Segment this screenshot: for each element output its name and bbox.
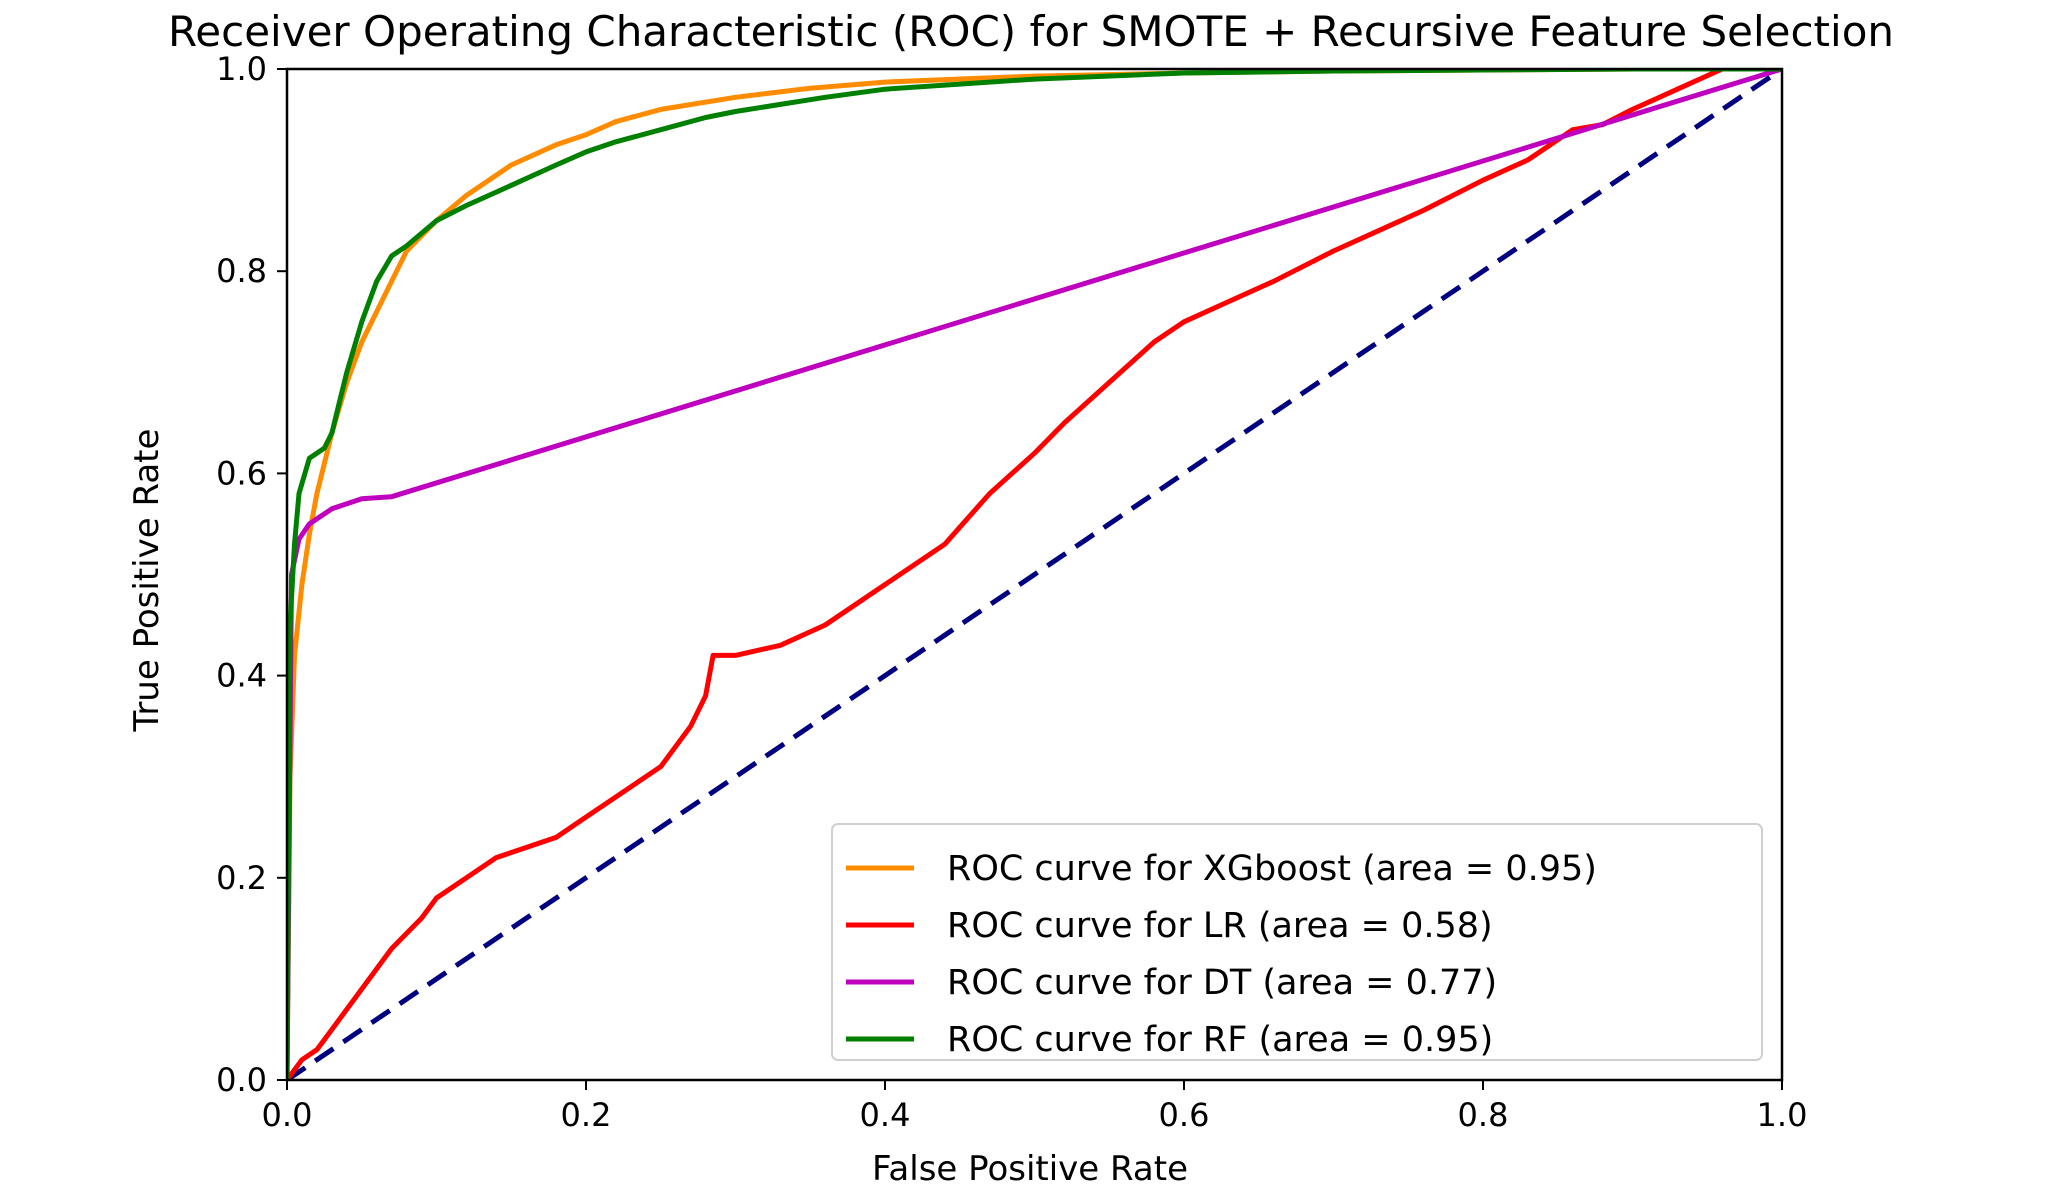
legend-entry-label: ROC curve for LR (area = 0.58) bbox=[947, 906, 1493, 946]
y-tick-label: 0.8 bbox=[216, 252, 267, 290]
x-tick-label: 0.4 bbox=[860, 1096, 911, 1134]
y-tick-label: 0.6 bbox=[216, 454, 267, 492]
y-axis-ticks: 0.0 0.2 0.4 0.6 0.8 1.0 bbox=[216, 50, 287, 1099]
x-axis-label: False Positive Rate bbox=[872, 1149, 1188, 1189]
y-tick-label: 0.2 bbox=[216, 859, 267, 897]
legend: ROC curve for XGboost (area = 0.95) ROC c… bbox=[832, 824, 1762, 1060]
y-tick-label: 0.0 bbox=[216, 1061, 267, 1099]
legend-entry-label: ROC curve for RF (area = 0.95) bbox=[947, 1020, 1493, 1060]
x-tick-label: 0.0 bbox=[262, 1096, 313, 1134]
x-axis-ticks: 0.0 0.2 0.4 0.6 0.8 1.0 bbox=[262, 1080, 1808, 1134]
x-tick-label: 0.8 bbox=[1458, 1096, 1509, 1134]
y-tick-label: 1.0 bbox=[216, 50, 267, 88]
chart-title: Receiver Operating Characteristic (ROC) … bbox=[168, 7, 1894, 56]
y-tick-label: 0.4 bbox=[216, 657, 267, 695]
x-tick-label: 1.0 bbox=[1757, 1096, 1808, 1134]
x-tick-label: 0.2 bbox=[561, 1096, 612, 1134]
x-tick-label: 0.6 bbox=[1159, 1096, 1210, 1134]
legend-entry-label: ROC curve for DT (area = 0.77) bbox=[947, 963, 1497, 1003]
roc-chart: Receiver Operating Characteristic (ROC) … bbox=[0, 0, 2063, 1192]
y-axis-label: True Positive Rate bbox=[127, 429, 167, 733]
legend-entry-label: ROC curve for XGboost (area = 0.95) bbox=[947, 849, 1597, 889]
